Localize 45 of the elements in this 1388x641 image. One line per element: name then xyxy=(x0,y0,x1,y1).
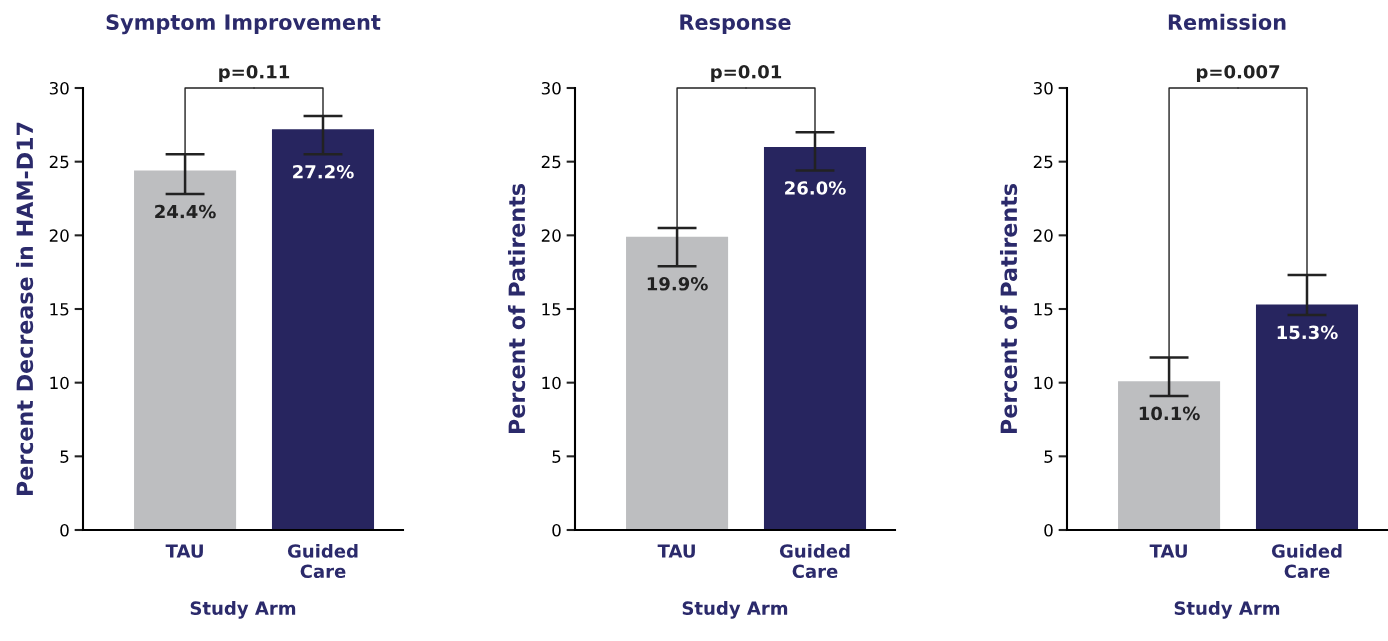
x-tick-label: TAU xyxy=(1149,544,1187,558)
x-axis-title: Study Arm xyxy=(682,601,788,619)
y-tick-label: 5 xyxy=(552,450,561,463)
x-tick-label: Guided Care xyxy=(779,543,850,579)
x-axis-title: Study Arm xyxy=(190,601,296,619)
y-tick-label: 0 xyxy=(1044,523,1053,537)
data-label: 26.0% xyxy=(785,181,846,195)
y-tick-label: 10 xyxy=(1034,376,1053,390)
data-label: 10.1% xyxy=(1139,406,1200,421)
y-tick-label: 25 xyxy=(541,155,561,169)
y-tick-label: 0 xyxy=(60,523,69,537)
y-tick-label: 10 xyxy=(50,376,69,390)
y-tick-label: 0 xyxy=(552,523,561,537)
y-tick-label: 20 xyxy=(49,229,69,242)
y-tick-label: 30 xyxy=(1033,81,1053,95)
y-tick-label: 5 xyxy=(1044,450,1053,463)
data-label: 15.3% xyxy=(1277,325,1338,340)
x-tick-label: Guided Care xyxy=(1271,543,1342,579)
annotation: p=0.007 xyxy=(1196,64,1280,83)
y-tick-label: 25 xyxy=(1033,155,1053,169)
y-axis-title: Percent Decrease in HAM-D17 xyxy=(15,122,34,496)
chart-title: Remission xyxy=(1168,13,1286,30)
chart-title: Symptom Improvement xyxy=(106,14,381,35)
y-tick-label: 30 xyxy=(541,81,561,95)
data-label: 27.2% xyxy=(293,164,354,179)
x-tick-label: Guided Care xyxy=(287,543,358,579)
data-label: 19.9% xyxy=(647,276,708,291)
x-tick-label: TAU xyxy=(657,544,695,558)
y-tick-label: 5 xyxy=(60,450,69,463)
y-tick-label: 30 xyxy=(49,81,69,95)
y-tick-label: 10 xyxy=(542,376,561,390)
y-tick-label: 15 xyxy=(1034,303,1053,316)
x-tick-label: TAU xyxy=(165,544,203,558)
y-axis-title: Percent of Patirents xyxy=(507,184,526,433)
chart-title: Response xyxy=(680,14,791,34)
y-tick-label: 15 xyxy=(50,303,69,316)
x-axis-title: Study Arm xyxy=(1174,601,1280,619)
y-axis-title: Percent of Patirents xyxy=(999,184,1018,433)
data-label: 24.4% xyxy=(155,204,216,219)
y-tick-label: 25 xyxy=(49,155,69,169)
annotation: p=0.01 xyxy=(711,64,782,83)
y-tick-label: 20 xyxy=(541,229,561,242)
y-tick-label: 20 xyxy=(1033,229,1053,242)
y-tick-label: 15 xyxy=(542,303,561,316)
annotation: p=0.11 xyxy=(219,64,290,83)
